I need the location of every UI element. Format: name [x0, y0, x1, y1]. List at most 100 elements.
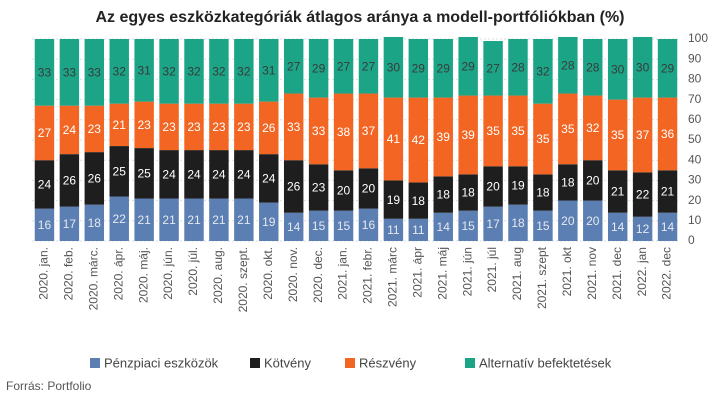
bar-segment — [533, 174, 553, 211]
bar-segment — [134, 39, 154, 102]
data-label: 24 — [187, 168, 201, 182]
data-label: 25 — [137, 167, 151, 181]
data-label: 18 — [461, 186, 475, 200]
data-label: 31 — [262, 63, 276, 77]
bar-segment — [632, 172, 653, 217]
data-label: 20 — [362, 182, 376, 196]
bar-segment — [607, 170, 628, 213]
bar-segment — [283, 160, 304, 213]
data-label: 18 — [511, 216, 525, 230]
bar-segment — [59, 154, 80, 207]
bar-segment — [234, 103, 254, 151]
bar-segment — [259, 202, 279, 241]
data-label: 17 — [63, 217, 77, 231]
bar-segment — [159, 198, 179, 241]
bar-segment — [184, 103, 204, 151]
data-label: 24 — [262, 172, 276, 186]
data-label: 22 — [636, 188, 650, 202]
data-label: 32 — [212, 64, 226, 78]
data-label: 23 — [88, 122, 102, 136]
bar-segment — [408, 218, 429, 241]
data-label: 14 — [661, 220, 675, 234]
data-label: 14 — [437, 220, 451, 234]
x-tick-label: 2021. szept — [535, 246, 549, 309]
bar-segment — [533, 103, 553, 175]
x-tick-label: 2022. dec — [660, 247, 674, 300]
bar-segment — [383, 180, 404, 219]
legend-swatch — [90, 358, 100, 368]
legend-swatch — [465, 358, 475, 368]
data-label: 23 — [312, 181, 326, 195]
bar-segment — [558, 200, 578, 241]
bar-segment — [308, 210, 329, 241]
data-label: 41 — [387, 132, 401, 146]
bar-segment — [184, 150, 204, 199]
bar-segment — [483, 41, 503, 96]
x-tick-label: 2020. szept. — [236, 247, 250, 312]
bar-segment — [508, 39, 528, 96]
x-tick-label: 2021. febr. — [361, 247, 375, 304]
bar-segment — [533, 39, 553, 104]
bar-segment — [259, 39, 279, 102]
y-tick-label: 80 — [688, 72, 702, 86]
bar-segment — [583, 160, 603, 201]
bar-segment — [209, 198, 229, 241]
bar-segment — [184, 39, 204, 104]
bar-segment — [34, 160, 55, 209]
bar-segment — [433, 97, 453, 177]
data-label: 17 — [486, 217, 500, 231]
bar-segment — [583, 95, 603, 161]
data-label: 24 — [38, 178, 52, 192]
data-label: 21 — [611, 185, 625, 199]
bar-segment — [234, 39, 254, 104]
bar-segment — [533, 210, 553, 241]
bar-segment — [408, 97, 429, 183]
data-label: 11 — [412, 223, 425, 237]
data-label: 30 — [611, 62, 625, 76]
x-tick-label: 2020. jún. — [161, 247, 175, 300]
data-label: 23 — [162, 120, 176, 134]
bar-segment — [607, 212, 628, 241]
bar-segment — [508, 95, 528, 167]
data-label: 15 — [312, 219, 326, 233]
data-label: 24 — [237, 168, 251, 182]
legend-label: Kötvény — [264, 355, 311, 370]
data-label: 15 — [337, 219, 351, 233]
data-label: 27 — [287, 59, 301, 73]
data-label: 23 — [212, 120, 226, 134]
bar-segment — [159, 103, 179, 151]
data-label: 39 — [461, 128, 475, 142]
data-label: 27 — [486, 61, 500, 75]
x-tick-label: 2020. nov. — [286, 247, 300, 302]
bar-segment — [383, 218, 404, 241]
data-label: 33 — [63, 66, 77, 80]
x-tick-label: 2021. dec — [610, 247, 624, 300]
bar-segment — [408, 182, 429, 219]
data-label: 37 — [636, 128, 650, 142]
legend-label: Részvény — [359, 355, 417, 370]
x-tick-label: 2020. júl. — [186, 247, 200, 296]
data-label: 21 — [187, 213, 201, 227]
bar-segment — [458, 36, 478, 96]
bar-segment — [607, 99, 628, 171]
bar-segment — [358, 168, 379, 209]
bar-segment — [308, 164, 329, 211]
data-label: 27 — [38, 126, 52, 140]
bar-segment — [607, 39, 628, 100]
data-label: 33 — [287, 120, 301, 134]
bar-segment — [458, 174, 478, 211]
data-label: 29 — [412, 61, 426, 75]
x-tick-label: 2020. okt. — [261, 247, 275, 300]
bar-segment — [333, 170, 354, 211]
bar-segment — [632, 216, 653, 241]
data-label: 18 — [88, 216, 102, 230]
y-tick-label: 40 — [688, 152, 702, 166]
bar-segment — [458, 210, 478, 241]
bar-segment — [109, 103, 129, 147]
bar-segment — [134, 101, 154, 149]
bar-segment — [408, 39, 429, 98]
y-tick-label: 50 — [688, 132, 702, 146]
data-label: 21 — [162, 213, 176, 227]
bar-segment — [558, 93, 578, 165]
